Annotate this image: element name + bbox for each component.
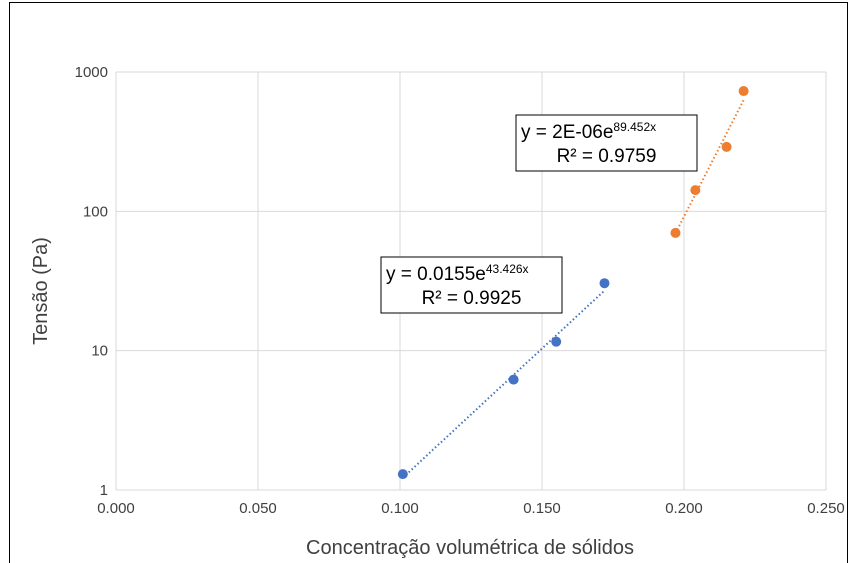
- gridlines: [115, 71, 827, 491]
- equation-exponent: 43.426x: [486, 262, 529, 276]
- x-axis-label: Concentração volumétrica de sólidos: [306, 537, 634, 559]
- equation-box: [380, 256, 563, 314]
- x-tick-label: 0.100: [381, 500, 419, 517]
- equation-base: y = 2E-06e: [521, 122, 613, 143]
- trendlines: [402, 99, 745, 479]
- equation-box: [515, 114, 698, 172]
- y-axis-label: Tensão (Pa): [30, 237, 52, 345]
- x-tick-label: 0.000: [97, 500, 135, 517]
- trendline-series-1: [402, 289, 606, 479]
- data-point: [738, 86, 749, 97]
- y-tick-label: 10: [91, 343, 108, 360]
- x-tick-label: 0.150: [523, 500, 561, 517]
- tick-labels: 0.000 0.050 0.100 0.150 0.200 0.250 1 10 100 1000: [75, 64, 845, 517]
- trendline-equation: y = 0.0155e43.426x: [386, 262, 529, 285]
- r-squared-label: R² = 0.9759: [557, 146, 657, 167]
- data-point: [599, 278, 610, 289]
- trendline-equation: y = 2E-06e89.452x: [521, 120, 656, 143]
- data-point: [721, 141, 732, 152]
- x-tick-label: 0.050: [239, 500, 277, 517]
- data-point: [690, 185, 701, 196]
- x-tick-label: 0.250: [807, 500, 845, 517]
- r-squared-label: R² = 0.9925: [422, 288, 522, 309]
- data-point: [670, 227, 681, 238]
- trendline-equations: y = 0.0155e43.426x R² = 0.9925 y = 2E-06e8…: [380, 114, 698, 314]
- data-point: [551, 336, 562, 347]
- data-point: [508, 374, 519, 385]
- equation-base: y = 0.0155e: [386, 264, 486, 285]
- trendline-series-2: [674, 99, 745, 234]
- y-tick-label: 100: [83, 203, 108, 220]
- data-point: [397, 469, 408, 480]
- x-tick-label: 0.200: [665, 500, 703, 517]
- equation-exponent: 89.452x: [613, 120, 656, 134]
- data-points: [397, 86, 749, 480]
- y-tick-label: 1000: [75, 64, 108, 81]
- y-tick-label: 1: [100, 482, 108, 499]
